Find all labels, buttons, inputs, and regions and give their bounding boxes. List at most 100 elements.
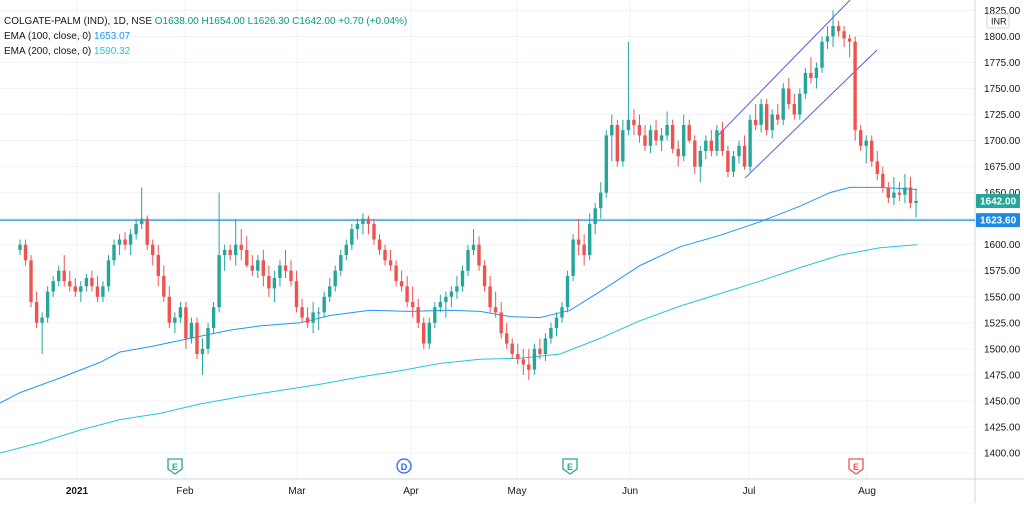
candle-body[interactable] [599, 192, 603, 209]
candle-body[interactable] [532, 348, 537, 370]
candle-body[interactable] [123, 239, 127, 245]
candle-body[interactable] [106, 260, 111, 287]
candle-body[interactable] [267, 275, 271, 289]
candle-body[interactable] [399, 281, 404, 287]
candle-body[interactable] [272, 278, 277, 289]
candle-body[interactable] [294, 281, 299, 308]
candle-body[interactable] [206, 328, 210, 349]
candle-body[interactable] [228, 249, 232, 256]
candle-body[interactable] [245, 249, 249, 266]
candle-body[interactable] [565, 275, 570, 308]
candle-body[interactable] [140, 218, 144, 224]
candle-body[interactable] [825, 36, 830, 42]
candle-body[interactable] [145, 218, 149, 245]
candle-body[interactable] [742, 145, 747, 167]
candle-body[interactable] [632, 119, 636, 125]
candle-body[interactable] [433, 307, 437, 323]
candle-body[interactable] [798, 93, 802, 115]
candle-body[interactable] [510, 343, 514, 354]
candle-body[interactable] [322, 296, 326, 313]
candle-body[interactable] [68, 281, 72, 287]
candle-body[interactable] [908, 187, 913, 203]
candle-body[interactable] [881, 173, 885, 188]
candle-body[interactable] [776, 114, 780, 120]
candle-body[interactable] [527, 364, 531, 370]
candle-body[interactable] [842, 31, 846, 39]
candle-body[interactable] [731, 156, 736, 172]
candle-body[interactable] [45, 291, 50, 318]
candle-body[interactable] [560, 307, 564, 318]
candle-body[interactable] [676, 148, 680, 157]
candle-body[interactable] [40, 317, 44, 323]
candle-body[interactable] [897, 192, 902, 195]
candle-body[interactable] [217, 255, 221, 308]
candle-body[interactable] [875, 161, 879, 174]
candle-body[interactable] [787, 88, 791, 105]
candle-body[interactable] [499, 312, 503, 334]
candle-body[interactable] [765, 104, 769, 131]
candle-body[interactable] [593, 208, 597, 224]
candle-body[interactable] [903, 187, 907, 195]
candle-body[interactable] [720, 130, 725, 151]
dividend-event-marker[interactable] [396, 458, 412, 474]
candle-body[interactable] [283, 265, 288, 271]
candle-body[interactable] [803, 72, 808, 94]
candle-body[interactable] [836, 26, 841, 32]
candle-body[interactable] [405, 286, 409, 302]
candle-body[interactable] [831, 26, 835, 37]
candle-body[interactable] [311, 312, 315, 323]
candle-body[interactable] [250, 265, 254, 271]
candle-body[interactable] [112, 244, 116, 261]
candle-body[interactable] [726, 151, 730, 172]
candle-body[interactable] [471, 244, 476, 250]
candle-body[interactable] [300, 307, 304, 318]
candle-body[interactable] [588, 223, 592, 256]
candle-body[interactable] [305, 317, 310, 323]
candle-body[interactable] [173, 317, 177, 323]
candle-body[interactable] [659, 135, 664, 141]
candle-body[interactable] [859, 130, 863, 146]
currency-box[interactable] [986, 13, 1010, 29]
candle-body[interactable] [615, 125, 619, 162]
candle-body[interactable] [261, 260, 265, 276]
candle-body[interactable] [128, 234, 133, 245]
candle-body[interactable] [466, 249, 470, 271]
candle-body[interactable] [670, 125, 675, 149]
candle-body[interactable] [239, 244, 243, 250]
candle-body[interactable] [23, 244, 28, 261]
candle-body[interactable] [317, 312, 321, 314]
candle-body[interactable] [870, 140, 874, 162]
candle-body[interactable] [604, 135, 608, 193]
candle-body[interactable] [648, 130, 653, 146]
candle-body[interactable] [477, 244, 481, 266]
candle-body[interactable] [416, 307, 420, 323]
candle-body[interactable] [134, 223, 138, 235]
candle-body[interactable] [759, 104, 763, 125]
candle-body[interactable] [809, 72, 813, 79]
candle-body[interactable] [554, 317, 559, 328]
candle-body[interactable] [792, 104, 796, 115]
candle-body[interactable] [538, 348, 542, 354]
candle-body[interactable] [427, 322, 431, 344]
candle-body[interactable] [18, 244, 22, 250]
candle-body[interactable] [278, 265, 282, 279]
candle-body[interactable] [516, 354, 520, 360]
candle-body[interactable] [493, 307, 498, 313]
candle-body[interactable] [914, 201, 918, 204]
candle-body[interactable] [289, 270, 293, 282]
candle-body[interactable] [339, 255, 343, 271]
candle-body[interactable] [117, 239, 122, 245]
candle-body[interactable] [34, 302, 39, 323]
candle-body[interactable] [753, 119, 758, 125]
candle-body[interactable] [693, 140, 697, 167]
candle-body[interactable] [151, 244, 155, 256]
candle-body[interactable] [521, 359, 525, 365]
candle-body[interactable] [156, 255, 160, 276]
candle-body[interactable] [892, 192, 896, 198]
candle-body[interactable] [101, 286, 105, 297]
candle-body[interactable] [328, 286, 332, 297]
candle-body[interactable] [709, 140, 713, 151]
candle-body[interactable] [820, 41, 824, 68]
candle-body[interactable] [57, 270, 61, 282]
